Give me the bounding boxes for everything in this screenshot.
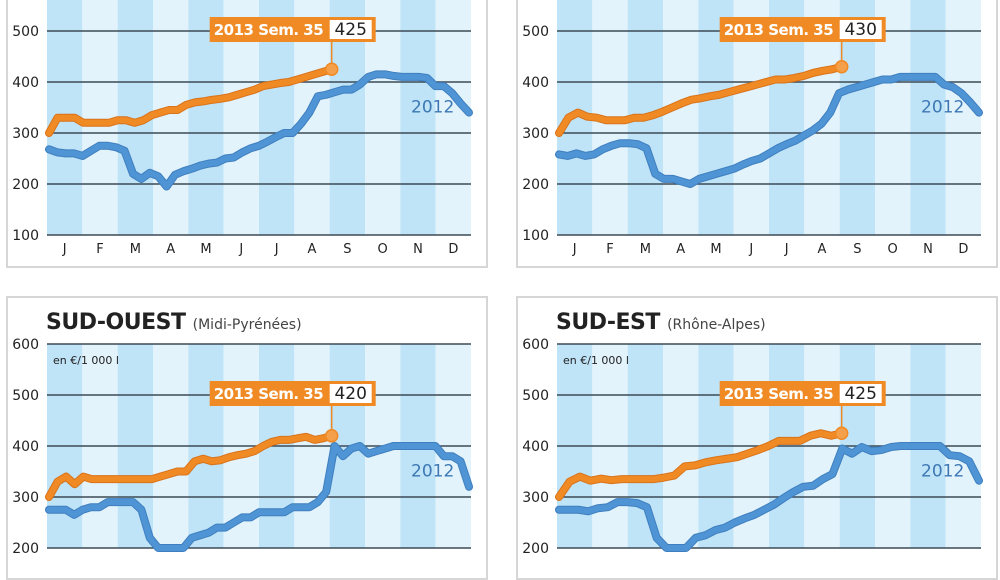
- y-tick-label: 200: [12, 177, 39, 193]
- chart-4: 600500400300200JFMAMJJASONDen €/1 000 l2…: [522, 337, 983, 557]
- callout-value-box: [329, 384, 372, 403]
- month-label: D: [448, 242, 458, 257]
- series-2012-line: [556, 443, 982, 551]
- series-label-2012: 2012: [411, 462, 454, 482]
- callout-value-box: [329, 20, 372, 39]
- endpoint-marker: [324, 62, 339, 76]
- month-label: M: [130, 242, 141, 257]
- endpoint-marker: [324, 429, 339, 443]
- y-tick-label: 500: [12, 388, 39, 404]
- unit-label: en €/1 000 l: [53, 354, 119, 367]
- month-stripe: [910, 0, 946, 235]
- month-label: O: [888, 242, 898, 257]
- chart-title-sud-ouest: SUD-OUEST (Midi-Pyrénées): [46, 310, 302, 335]
- y-tick-label: 100: [12, 228, 39, 244]
- month-label: A: [818, 242, 827, 257]
- y-tick-label: 300: [522, 126, 549, 142]
- month-label: N: [413, 242, 423, 257]
- month-label: J: [572, 242, 577, 257]
- y-tick-label: 500: [522, 24, 549, 40]
- series-label-2012: 2012: [921, 98, 964, 118]
- month-label: F: [606, 242, 613, 257]
- y-tick-label: 600: [12, 337, 39, 353]
- y-tick-label: 300: [12, 490, 39, 506]
- y-tick-label: 400: [522, 439, 549, 455]
- series-2013-line: [46, 432, 335, 500]
- month-label: D: [958, 242, 968, 257]
- chart-grid: 500 400 300 200 100 J F M A M J J A S O N D 2012 2013 Sem.…: [6, 0, 998, 580]
- y-tick-label: 300: [12, 126, 39, 142]
- month-label: A: [676, 242, 685, 257]
- series-2012-line: [556, 73, 982, 187]
- y-tick-label: 300: [522, 490, 549, 506]
- chart-1: 500 400 300 200 100 J F M A M J J A S O N D 2012 2013 Sem.…: [12, 0, 473, 257]
- y-tick-label: 400: [12, 439, 39, 455]
- series-2013-line: [46, 66, 335, 136]
- chart-3: 600500400300200JFMAMJJASONDen €/1 000 l2…: [12, 337, 473, 557]
- month-label: N: [923, 242, 933, 257]
- callout-value-box: [839, 20, 882, 39]
- endpoint-marker: [834, 426, 849, 440]
- month-stripe: [663, 0, 699, 235]
- month-label: J: [238, 242, 243, 257]
- charts-svg: 500 400 300 200 100 J F M A M J J A S O N D 2012 2013 Sem.…: [12, 0, 983, 557]
- month-label: S: [343, 242, 351, 257]
- chart-2: 500 400 300 200 100 J F M A M J J A S O N D 2012 2013 Sem.…: [522, 0, 983, 257]
- y-tick-label: 200: [522, 177, 549, 193]
- month-label: F: [96, 242, 103, 257]
- month-label: J: [274, 242, 279, 257]
- chart-title-text: SUD-OUEST: [46, 310, 186, 335]
- callout-value: 430: [844, 20, 876, 40]
- y-tick-label: 200: [522, 541, 549, 557]
- month-stripe: [153, 0, 189, 235]
- month-label: M: [640, 242, 651, 257]
- y-tick-label: 500: [12, 24, 39, 40]
- month-label: J: [784, 242, 789, 257]
- month-label: S: [853, 242, 861, 257]
- month-stripe: [82, 0, 118, 235]
- callout-value: 420: [334, 384, 366, 404]
- chart-subtitle: (Midi-Pyrénées): [192, 317, 302, 333]
- series-2013-line: [556, 430, 845, 500]
- month-label: A: [166, 242, 175, 257]
- endpoint-marker: [834, 59, 849, 74]
- callout-label: 2013 Sem. 35: [724, 21, 834, 39]
- series-label-2012: 2012: [411, 98, 454, 118]
- series-label-2012: 2012: [921, 462, 964, 482]
- y-tick-label: 600: [522, 337, 549, 353]
- callout-label: 2013 Sem. 35: [214, 385, 324, 403]
- chart-title-sud-est: SUD-EST (Rhône-Alpes): [556, 310, 766, 335]
- y-tick-label: 400: [12, 75, 39, 91]
- chart-subtitle: (Rhône-Alpes): [667, 317, 766, 333]
- chart-title-text: SUD-EST: [556, 310, 660, 335]
- callout-value: 425: [334, 20, 366, 40]
- series-2013-line: [556, 63, 845, 136]
- callout-label: 2013 Sem. 35: [724, 385, 834, 403]
- callout-label: 2013 Sem. 35: [214, 21, 324, 39]
- month-label: M: [200, 242, 211, 257]
- month-stripe: [945, 0, 981, 235]
- y-tick-label: 400: [522, 75, 549, 91]
- unit-label: en €/1 000 l: [563, 354, 629, 367]
- callout-value: 425: [844, 384, 876, 404]
- series-2012-line: [46, 443, 472, 551]
- series-2012-line: [46, 71, 472, 190]
- month-label: A: [308, 242, 317, 257]
- month-label: J: [62, 242, 67, 257]
- y-tick-label: 100: [522, 228, 549, 244]
- callout-value-box: [839, 384, 882, 403]
- month-label: O: [378, 242, 388, 257]
- month-stripe: [400, 0, 436, 235]
- month-stripe: [435, 0, 471, 235]
- month-label: M: [710, 242, 721, 257]
- y-tick-label: 500: [522, 388, 549, 404]
- month-label: J: [748, 242, 753, 257]
- y-tick-label: 200: [12, 541, 39, 557]
